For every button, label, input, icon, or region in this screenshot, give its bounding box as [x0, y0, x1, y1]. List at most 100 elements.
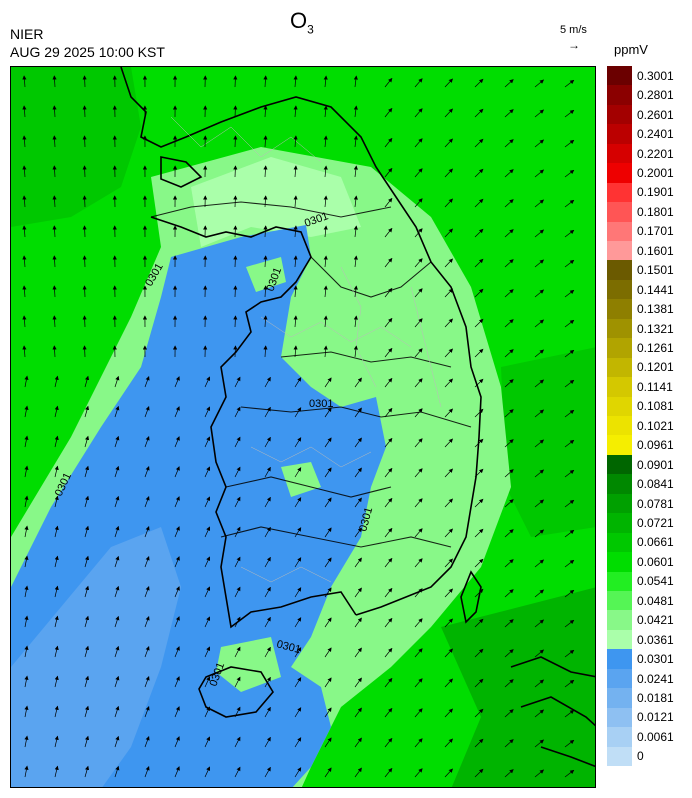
wind-arrow	[82, 105, 87, 118]
wind-arrow	[293, 105, 298, 118]
wind-vectors	[22, 75, 595, 778]
wind-arrow	[594, 296, 595, 297]
wind-arrow	[474, 108, 484, 118]
wind-arrow	[474, 678, 484, 688]
wind-arrow	[54, 525, 59, 538]
wind-arrow	[323, 165, 328, 178]
wind-arrow	[534, 709, 545, 718]
wind-arrow	[24, 765, 29, 778]
wind-arrow	[444, 198, 453, 208]
wind-arrow	[354, 677, 362, 688]
wind-arrow	[174, 706, 180, 718]
wind-arrow	[324, 557, 332, 568]
wind-arrow	[264, 436, 271, 448]
wind-arrow	[84, 675, 90, 688]
wind-arrow	[82, 195, 87, 208]
legend-label: 0.2201	[637, 146, 674, 161]
wind-arrow	[534, 79, 545, 88]
legend-color-swatch	[607, 143, 632, 164]
high-ozone-region-east	[501, 347, 595, 537]
wind-arrow	[504, 379, 514, 388]
wind-arrow	[504, 649, 514, 658]
wind-arrow	[144, 586, 150, 598]
legend-label: 0.1601	[637, 243, 674, 258]
wind-arrow	[534, 409, 545, 418]
wind-arrow	[384, 317, 393, 328]
wind-arrow	[204, 736, 211, 748]
legend-label: 0.2001	[637, 165, 674, 180]
wind-arrow	[54, 555, 59, 568]
wind-arrow	[323, 225, 328, 238]
wind-arrow	[474, 768, 484, 778]
legend-color-swatch	[607, 493, 632, 514]
wind-arrow	[54, 375, 59, 388]
wind-arrow	[594, 686, 595, 687]
wind-arrow	[54, 615, 59, 628]
wind-arrow	[414, 438, 423, 448]
wind-arrow	[444, 258, 453, 268]
wind-arrow	[534, 619, 545, 628]
wind-arrow	[52, 105, 57, 118]
legend-label: 0.0721	[637, 515, 674, 530]
wind-arrow	[293, 345, 298, 358]
wind-arrow	[323, 135, 328, 148]
wind-arrow	[293, 285, 298, 298]
wind-arrow	[54, 405, 59, 418]
wind-arrow	[294, 617, 302, 628]
wind-arrow	[594, 716, 595, 717]
wind-arrow	[414, 228, 423, 238]
legend-color-swatch	[607, 124, 632, 145]
wind-arrow	[24, 615, 29, 628]
wind-arrow	[474, 588, 484, 598]
wind-arrow	[594, 566, 595, 567]
legend-label: 0.1501	[637, 263, 674, 278]
wind-arrow	[504, 349, 514, 358]
wind-arrow	[114, 405, 120, 418]
wind-arrow	[234, 406, 241, 418]
wind-arrow	[52, 315, 57, 328]
wind-arrow	[204, 646, 211, 658]
wind-arrow	[534, 259, 545, 268]
wind-arrow	[444, 288, 453, 298]
wind-arrow	[414, 108, 423, 118]
wind-arrow	[414, 648, 423, 658]
wind-arrow	[474, 498, 484, 508]
wind-arrow	[82, 315, 87, 328]
wind-arrow	[534, 499, 545, 508]
wind-arrow	[414, 678, 423, 688]
wind-arrow	[564, 769, 575, 778]
legend-color-swatch	[607, 338, 632, 359]
wind-arrow	[534, 139, 545, 148]
wind-arrow	[594, 146, 595, 147]
wind-arrow	[204, 616, 211, 628]
wind-arrow	[264, 766, 271, 778]
wind-arrow	[174, 736, 180, 748]
wind-arrow	[414, 468, 423, 478]
wind-arrow	[353, 315, 358, 328]
wind-arrow	[534, 319, 545, 328]
wind-arrow	[144, 526, 150, 538]
wind-arrow	[414, 318, 423, 328]
wind-arrow	[474, 708, 484, 718]
legend-color-swatch	[607, 688, 632, 709]
wind-arrow	[384, 587, 393, 598]
wind-arrow	[234, 736, 241, 748]
wind-arrow	[414, 378, 423, 388]
wind-arrow	[323, 285, 328, 298]
legend-label: 0.1901	[637, 185, 674, 200]
wind-arrow	[144, 376, 150, 388]
wind-arrow	[564, 619, 575, 628]
wind-arrow	[82, 165, 87, 178]
wind-arrow	[564, 409, 575, 418]
wind-arrow	[354, 737, 362, 748]
wind-arrow	[324, 497, 332, 508]
wind-arrow	[114, 495, 120, 508]
wind-arrow	[594, 746, 595, 747]
legend-color-swatch	[607, 629, 632, 650]
wind-arrow	[444, 708, 453, 718]
wind-arrow	[414, 738, 423, 748]
wind-arrow	[564, 559, 575, 568]
moderate-ozone-patch	[281, 462, 321, 497]
wind-arrow	[414, 768, 423, 778]
wind-arrow	[474, 258, 484, 268]
